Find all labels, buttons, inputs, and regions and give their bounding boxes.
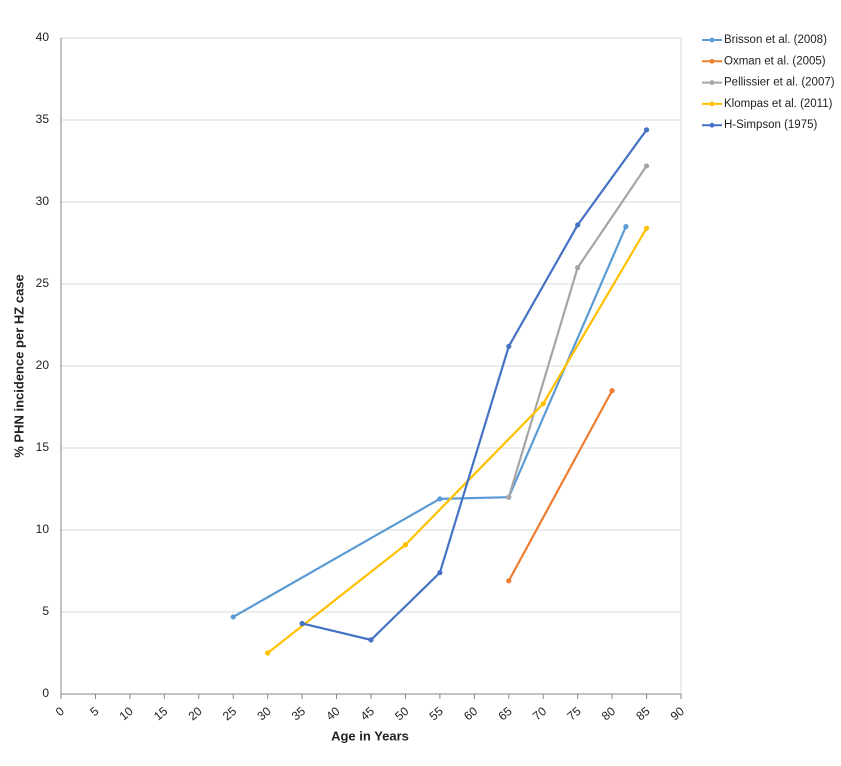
legend-label: Klompas et al. (2011) [724,98,833,110]
data-point [623,224,629,230]
data-point [402,542,409,548]
legend-item: H-Simpson (1975) [702,119,817,131]
data-point [265,650,271,656]
data-point [506,343,512,349]
y-tick-label: 15 [36,440,50,454]
legend-label: H-Simpson (1975) [724,119,817,131]
legend-item: Oxman et al. (2005) [702,55,826,67]
x-tick-label: 15 [151,704,170,724]
legend-item: Pellissier et al. (2007) [702,77,835,89]
x-tick-label: 60 [461,704,480,724]
x-tick-label: 85 [633,704,652,724]
x-tick-label: 10 [117,704,136,724]
x-tick-label: 90 [668,704,687,724]
data-point [437,570,443,576]
legend-marker [709,37,715,43]
series-line [507,390,614,582]
x-tick-label: 80 [599,704,618,724]
x-tick-label: 45 [358,704,377,724]
data-point [575,222,581,228]
y-tick-label: 40 [36,30,50,44]
y-tick-label: 5 [42,604,49,618]
data-point [368,637,374,643]
data-point [230,614,236,620]
legend-label: Pellissier et al. (2007) [724,77,835,89]
y-axis-title: % PHN incidence per HZ case [11,274,26,458]
data-point [575,265,581,271]
x-tick-label: 55 [427,704,446,724]
legend-marker [709,122,715,128]
y-tick-label: 25 [36,276,50,290]
x-axis-title: Age in Years [331,728,409,743]
data-point [506,494,512,500]
x-tick-label: 30 [254,704,273,724]
legend-label: Brisson et al. (2008) [724,34,827,46]
legend-marker [709,58,715,64]
y-tick-label: 30 [36,194,50,208]
series-line [266,227,648,654]
data-point [643,163,650,169]
legend-marker [709,80,715,85]
x-tick-label: 75 [564,704,583,724]
series-line [232,226,627,618]
x-tick-label: 65 [496,704,515,724]
x-tick-label: 50 [392,704,411,724]
y-tick-label: 35 [36,112,50,126]
legend-item: Klompas et al. (2011) [702,98,833,110]
legend-marker [709,101,715,107]
y-tick-label: 20 [36,358,50,372]
legend-item: Brisson et al. (2008) [702,34,827,46]
y-tick-label: 0 [42,686,49,700]
data-point [643,127,650,133]
x-tick-label: 35 [289,704,308,724]
data-point [299,620,305,627]
data-point [437,496,443,502]
x-tick-label: 0 [53,704,67,719]
legend-label: Oxman et al. (2005) [724,55,826,67]
x-tick-label: 5 [87,704,101,719]
x-tick-label: 20 [186,704,205,724]
data-point [609,388,615,394]
x-tick-label: 25 [220,704,239,724]
x-tick-label: 70 [530,704,549,724]
data-point [643,225,650,231]
y-tick-label: 10 [36,522,50,536]
series-line [301,129,648,642]
data-point [540,401,546,407]
data-point [506,578,512,584]
x-tick-label: 40 [323,704,342,724]
